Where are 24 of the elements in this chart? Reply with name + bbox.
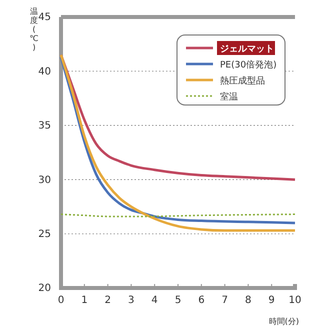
x-tick-label: 9 xyxy=(268,295,275,306)
line-series xyxy=(60,54,296,181)
y-axis-title: 温度(℃) xyxy=(30,7,39,52)
y-tick-label: 30 xyxy=(38,174,51,186)
x-tick-label: 2 xyxy=(104,295,111,306)
x-tick-label: 10 xyxy=(288,295,302,306)
x-tick-label: 4 xyxy=(151,295,158,306)
x-axis-title: 時間(分) xyxy=(268,317,299,326)
legend-label: 熱圧成型品 xyxy=(220,76,265,86)
x-tick-label: 0 xyxy=(58,295,64,306)
y-tick-label: 45 xyxy=(38,12,51,24)
legend-label: 室温 xyxy=(220,92,238,102)
y-tick-label: 35 xyxy=(38,120,51,132)
legend-label: ジェルマット xyxy=(220,44,274,54)
y-tick-label: 40 xyxy=(38,66,51,78)
x-tick-label: 6 xyxy=(198,295,205,306)
x-tick-label: 7 xyxy=(222,295,228,306)
y-tick-label: 25 xyxy=(38,229,51,240)
legend-label: PE(30倍発泡) xyxy=(220,60,277,70)
y-tick-label: 20 xyxy=(38,283,51,294)
x-tick-label: 5 xyxy=(174,295,182,306)
x-tick-label: 1 xyxy=(81,295,88,306)
x-tick-label: 3 xyxy=(128,295,134,306)
x-tick-label: 8 xyxy=(245,295,252,306)
